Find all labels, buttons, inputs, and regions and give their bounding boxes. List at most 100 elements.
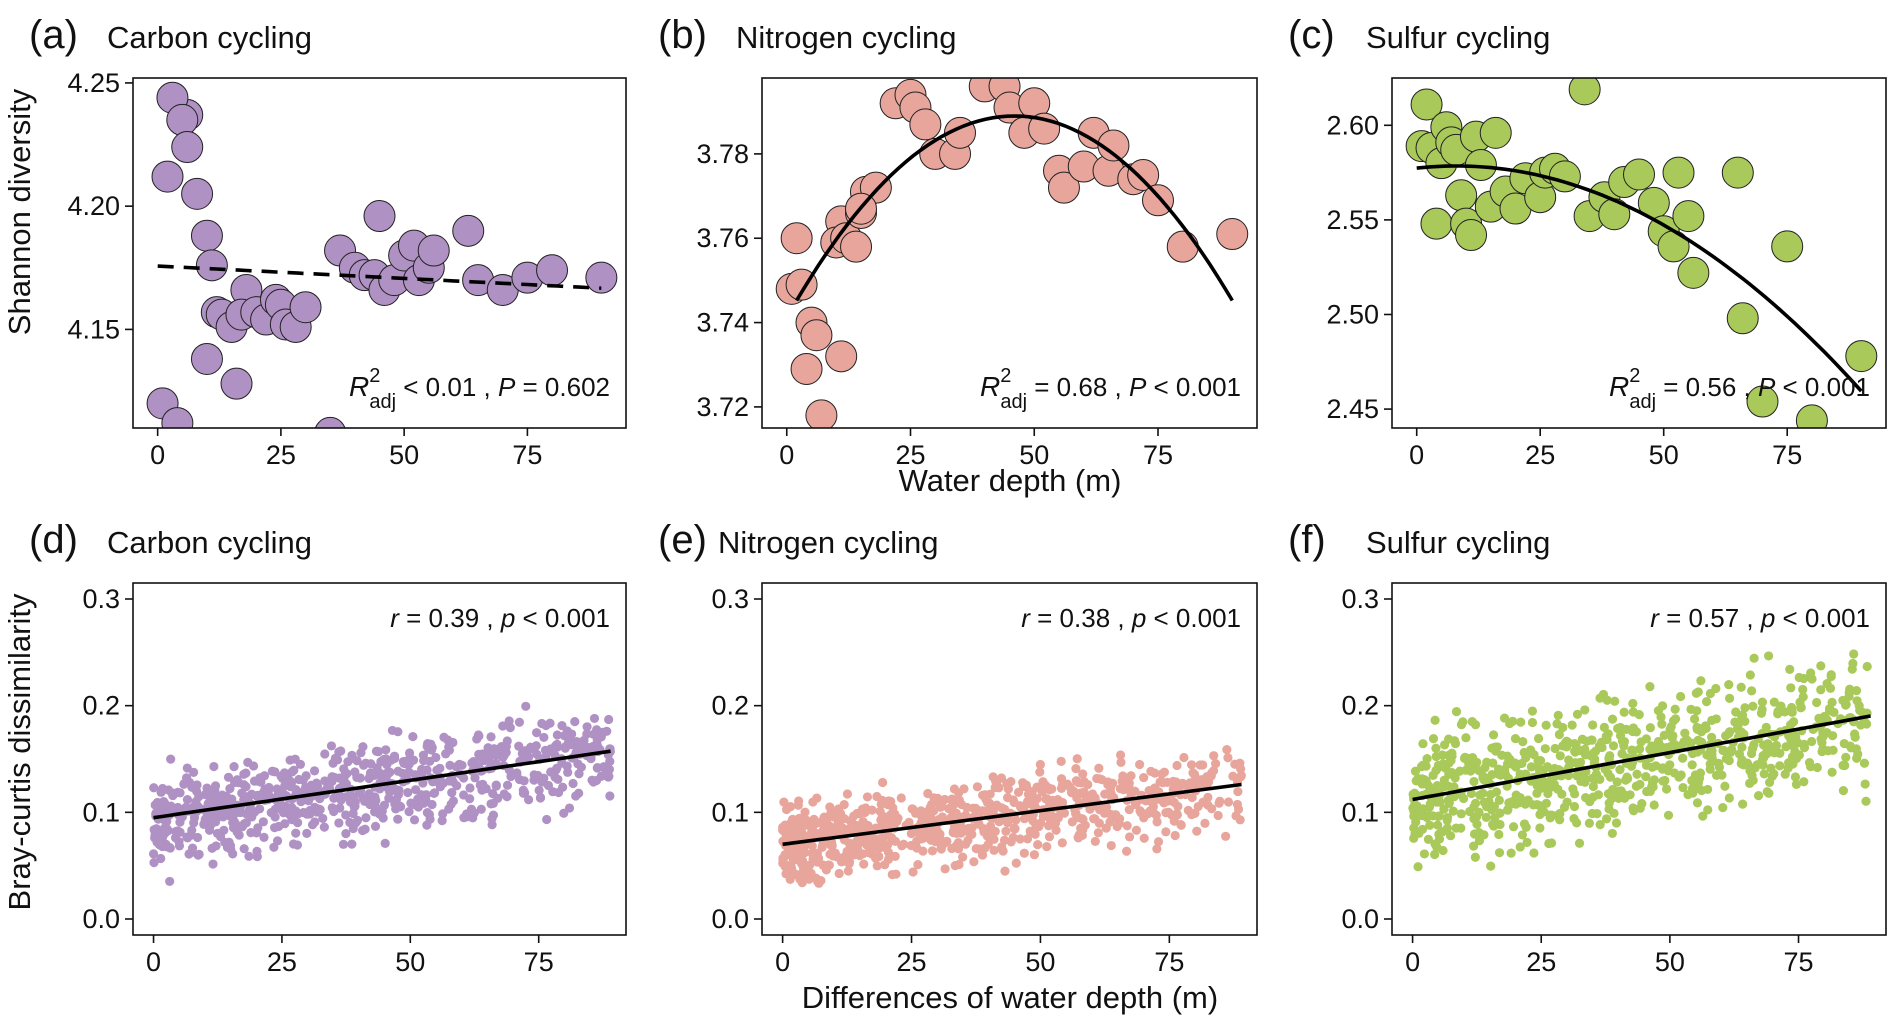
data-point [1534, 800, 1544, 810]
data-point [1798, 684, 1808, 695]
data-point [360, 824, 370, 834]
data-point [1161, 827, 1171, 837]
stat-annotation: R2 adj < 0.01 , P = 0.602 [349, 365, 610, 413]
data-point [1582, 736, 1592, 746]
data-point [582, 729, 592, 739]
data-point [935, 829, 945, 839]
data-point [1419, 849, 1430, 859]
data-point [1222, 745, 1232, 755]
data-point [904, 817, 914, 827]
data-point [209, 761, 219, 772]
data-point [1628, 803, 1638, 813]
data-point [319, 822, 329, 832]
data-point [533, 770, 543, 781]
data-point [1210, 758, 1221, 769]
plot-area [148, 701, 615, 887]
data-point [1580, 705, 1590, 715]
data-point [380, 838, 390, 848]
data-point [1747, 686, 1757, 696]
data-point [1185, 778, 1195, 788]
data-point [1481, 812, 1491, 822]
data-point [1202, 780, 1212, 790]
data-point [1701, 723, 1711, 734]
data-point [1817, 737, 1827, 748]
y-tick-label: 0.2 [1341, 691, 1379, 721]
panel-label: (a) [29, 13, 78, 57]
data-point [1750, 763, 1760, 773]
data-point [1749, 653, 1759, 663]
data-point [833, 804, 844, 814]
data-point [552, 730, 562, 740]
data-point [1763, 651, 1774, 661]
data-point [1148, 807, 1158, 818]
data-point [954, 859, 964, 870]
data-point [1510, 733, 1521, 744]
data-point [1570, 758, 1580, 768]
data-point [283, 803, 293, 813]
data-point [1139, 772, 1149, 783]
data-point [1414, 806, 1424, 816]
data-point [179, 778, 190, 789]
data-point [1781, 742, 1791, 752]
data-point [1161, 808, 1171, 818]
data-point [1724, 693, 1735, 703]
x-axis-title-bottom: Differences of water depth (m) [802, 980, 1218, 1015]
plot-area [1405, 78, 1878, 428]
data-point [534, 785, 544, 795]
x-tick-label: 50 [389, 440, 419, 470]
data-point [1065, 782, 1075, 792]
data-point [1588, 720, 1598, 730]
data-point [1090, 836, 1100, 847]
data-point [1035, 767, 1045, 777]
data-point [1798, 692, 1808, 702]
data-point [487, 814, 497, 824]
data-point [285, 776, 296, 786]
data-point [1000, 866, 1010, 876]
data-point [1448, 806, 1458, 816]
data-point [1635, 803, 1645, 813]
data-point [1445, 831, 1456, 841]
data-point [459, 813, 469, 823]
panel-d: (d) Carbon cycling 0 25 50 75 0.0 0.1 0.2 0.3 r = … [29, 518, 627, 977]
data-point [1126, 788, 1136, 799]
data-point [1449, 792, 1459, 802]
data-point [1771, 230, 1804, 263]
y-tick-label: 0.3 [711, 584, 749, 614]
data-point [1424, 811, 1434, 821]
y-tick-label: 4.15 [67, 314, 120, 344]
data-point [906, 828, 916, 839]
data-point [1764, 777, 1775, 787]
data-point [1807, 736, 1817, 747]
data-point [1849, 649, 1859, 659]
data-point [909, 108, 942, 141]
data-point [1410, 88, 1443, 121]
data-point [860, 803, 871, 813]
data-point [327, 803, 337, 813]
data-point [339, 764, 349, 774]
data-point [1451, 707, 1462, 717]
data-point [239, 844, 249, 854]
data-point [797, 878, 807, 888]
data-point [568, 778, 578, 789]
data-point [1667, 733, 1677, 743]
data-point [1859, 758, 1870, 768]
data-point [1053, 813, 1063, 823]
data-point [1480, 763, 1490, 773]
data-point [1649, 800, 1659, 810]
data-point [207, 843, 217, 853]
plot-area [1408, 649, 1872, 872]
data-point [1595, 819, 1605, 830]
data-point [1619, 707, 1629, 717]
data-point [1467, 716, 1477, 727]
data-point [985, 803, 995, 814]
data-point [907, 804, 917, 814]
data-point [1703, 784, 1713, 795]
data-point [1209, 751, 1219, 761]
plot-frame [761, 582, 1258, 936]
data-point [1502, 759, 1513, 769]
data-point [447, 787, 457, 798]
data-point [1044, 813, 1054, 823]
data-point [1480, 773, 1491, 783]
data-point [1824, 706, 1835, 716]
data-point [1003, 784, 1013, 794]
